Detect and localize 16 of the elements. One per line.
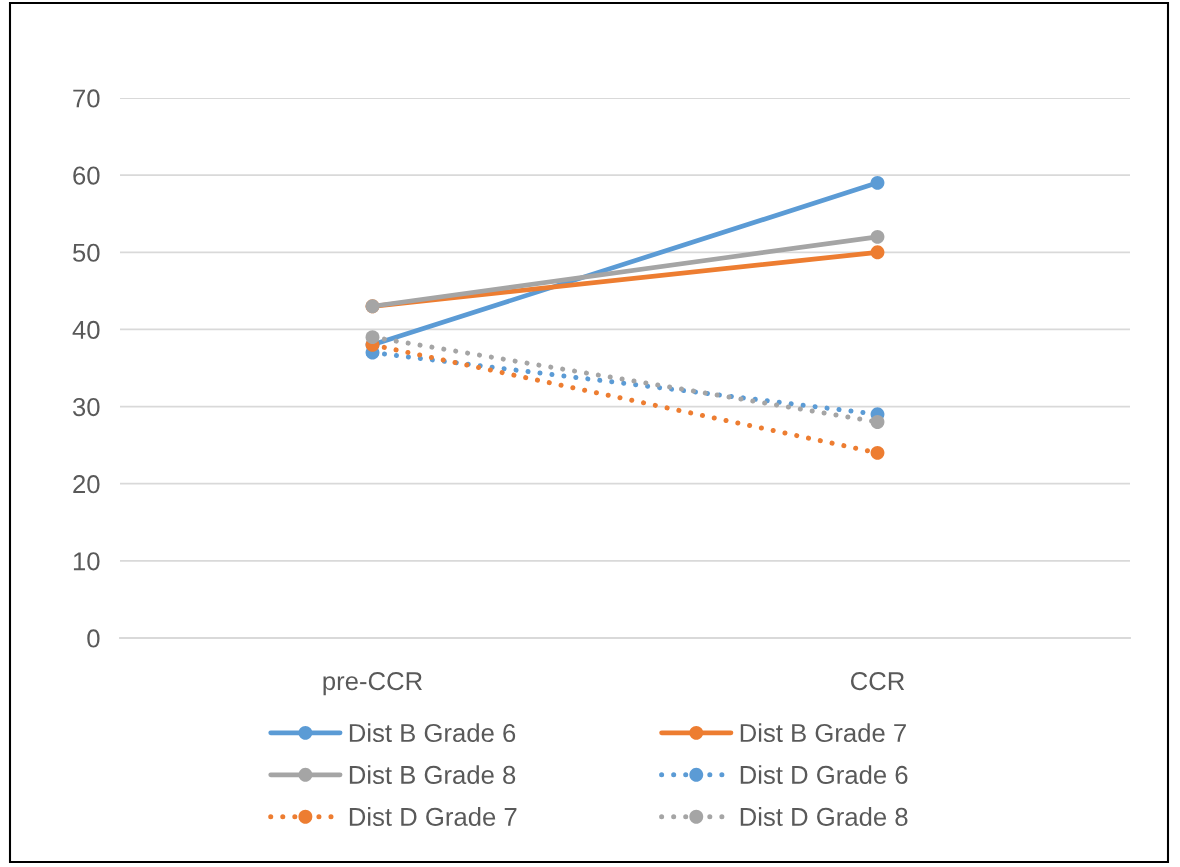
y-tick-label: 10 (73, 552, 100, 571)
x-tick-label: pre-CCR (323, 672, 422, 696)
legend-label: Dist B Grade 6 (349, 723, 516, 743)
legend-label: Dist B Grade 8 (349, 765, 516, 785)
legend-label: Dist D Grade 8 (740, 807, 908, 826)
y-tick-label: 60 (73, 166, 100, 185)
legend-label: Dist D Grade 7 (349, 807, 517, 826)
x-tick-label: CCR (850, 672, 905, 691)
y-tick-label: 30 (72, 397, 100, 417)
y-tick-label: 50 (73, 243, 100, 262)
y-tick-label: 70 (73, 89, 100, 108)
y-tick-label: 40 (72, 320, 100, 339)
y-tick-label: 0 (87, 629, 100, 648)
y-tick-label: 20 (73, 475, 100, 494)
legend-label: Dist B Grade 7 (740, 723, 906, 743)
legend-label: Dist D Grade 6 (740, 765, 908, 785)
